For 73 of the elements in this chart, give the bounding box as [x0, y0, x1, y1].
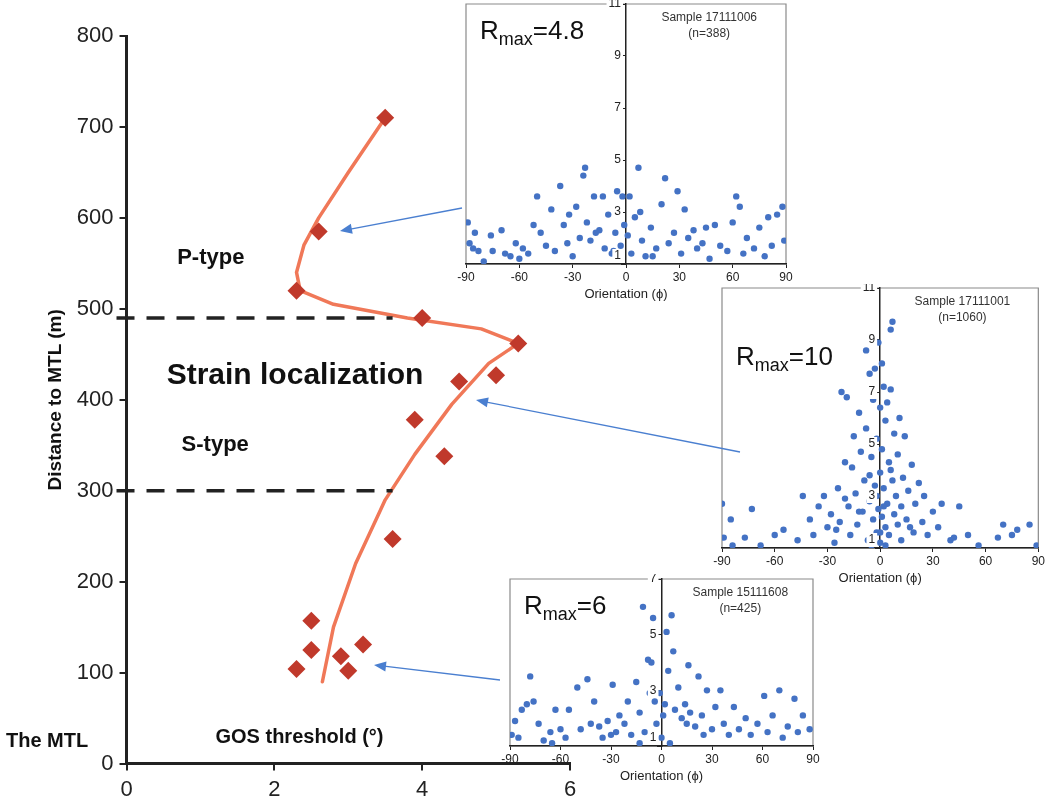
y-tick-label: 500	[76, 294, 114, 320]
x-axis-title: GOS threshold (°)	[215, 725, 384, 748]
x-tick-label: 2	[268, 775, 281, 801]
y-tick-label: 7	[614, 100, 622, 115]
point	[435, 447, 454, 466]
point	[509, 334, 528, 353]
point	[287, 660, 306, 679]
annotation: Sample 17111006	[661, 10, 758, 25]
x-tick-label: 60	[725, 269, 740, 284]
x-tick-label: 30	[926, 553, 940, 568]
annotation: Sample 17111001	[914, 294, 1011, 309]
point	[331, 647, 350, 666]
point	[302, 640, 321, 659]
point	[339, 661, 358, 680]
annotation: (n=388)	[688, 26, 731, 41]
point	[383, 529, 402, 548]
y-tick-label: 5	[614, 152, 622, 167]
point	[309, 222, 328, 241]
x-tick-label: 90	[779, 269, 793, 284]
y-tick-label: 1	[614, 248, 622, 263]
point	[450, 372, 469, 391]
annotation: S-type	[181, 431, 249, 457]
y-tick-label: 3	[614, 204, 622, 219]
x-tick-label: 4	[416, 775, 429, 801]
x-tick-label: 90	[806, 751, 820, 766]
annotation: P-type	[177, 243, 245, 269]
x-axis-title: Orientation (ϕ)	[838, 569, 922, 585]
point	[376, 108, 395, 127]
y-tick-label: 700	[76, 113, 114, 139]
annotation: (n=425)	[719, 601, 762, 616]
x-tick-label: -60	[510, 269, 529, 284]
y-tick-label: 7	[868, 384, 876, 399]
y-tick-label: 5	[868, 436, 876, 451]
x-tick-label: 0	[120, 775, 133, 801]
y-tick-label: 200	[76, 567, 114, 593]
y-tick-label: 5	[649, 626, 657, 641]
annotation: Strain localization	[166, 357, 424, 391]
x-tick-label: -30	[818, 553, 837, 568]
y-tick-label: 400	[76, 385, 114, 411]
y-tick-label: 7	[649, 571, 657, 586]
point	[354, 635, 373, 654]
x-tick-label: 60	[978, 553, 993, 568]
x-tick-label: -90	[457, 269, 475, 284]
y-axis-title: Distance to MTL (m)	[43, 309, 65, 491]
x-tick-label: 6	[563, 775, 577, 801]
y-tick-label: 300	[76, 476, 114, 502]
y-tick-label: 9	[614, 48, 622, 63]
y-tick-label: 9	[868, 332, 876, 347]
point	[487, 366, 506, 385]
point	[302, 611, 321, 630]
y-tick-label: 1	[649, 730, 657, 745]
x-tick-label: 30	[705, 751, 719, 766]
x-tick-label: 60	[755, 751, 770, 766]
x-tick-label: -60	[766, 553, 784, 568]
x-tick-label: -30	[563, 269, 582, 284]
text: The MTL	[6, 729, 89, 752]
x-axis-title: Orientation (ϕ)	[619, 767, 704, 783]
point	[287, 281, 306, 300]
x-tick-label: -30	[602, 751, 620, 766]
y-tick-label: 3	[868, 488, 876, 503]
x-tick-label: 30	[672, 269, 687, 284]
y-tick-label: 600	[76, 203, 114, 229]
annotation: Sample 15111608	[692, 585, 789, 600]
y-tick-label: 3	[649, 682, 657, 697]
y-tick-label: 100	[76, 658, 114, 684]
annotation: (n=1060)	[938, 310, 987, 325]
point	[413, 308, 432, 327]
x-axis-title: Orientation (ϕ)	[584, 285, 668, 301]
y-tick-label: 800	[76, 22, 114, 48]
x-tick-label: 90	[1031, 553, 1046, 568]
y-tick-label: 1	[868, 532, 876, 547]
x-tick-label: -90	[713, 553, 731, 568]
point	[405, 410, 424, 429]
